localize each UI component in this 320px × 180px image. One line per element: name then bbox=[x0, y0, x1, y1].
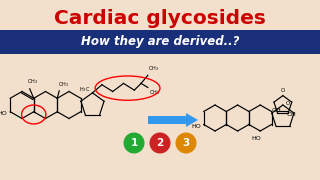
Text: O: O bbox=[286, 101, 290, 106]
Text: CH$_3$: CH$_3$ bbox=[148, 64, 159, 73]
Text: How they are derived..?: How they are derived..? bbox=[81, 35, 239, 48]
Bar bbox=[0, 30, 320, 54]
Text: HO: HO bbox=[252, 136, 261, 141]
Text: OH: OH bbox=[272, 108, 281, 113]
Text: CH$_3$: CH$_3$ bbox=[27, 77, 38, 86]
Text: HO: HO bbox=[191, 124, 201, 129]
FancyArrow shape bbox=[148, 113, 198, 127]
Text: CH$_3$: CH$_3$ bbox=[58, 80, 69, 89]
Circle shape bbox=[124, 132, 145, 154]
Text: O: O bbox=[281, 88, 285, 93]
Circle shape bbox=[175, 132, 196, 154]
Circle shape bbox=[149, 132, 171, 154]
Text: 3: 3 bbox=[182, 138, 190, 148]
Text: Cardiac glycosides: Cardiac glycosides bbox=[54, 8, 266, 28]
Text: H$_3$C: H$_3$C bbox=[79, 85, 91, 94]
Text: 1: 1 bbox=[130, 138, 138, 148]
Text: CH$_3$: CH$_3$ bbox=[149, 88, 160, 97]
Text: HO: HO bbox=[0, 111, 7, 116]
Text: 2: 2 bbox=[156, 138, 164, 148]
Text: OH: OH bbox=[287, 112, 297, 117]
